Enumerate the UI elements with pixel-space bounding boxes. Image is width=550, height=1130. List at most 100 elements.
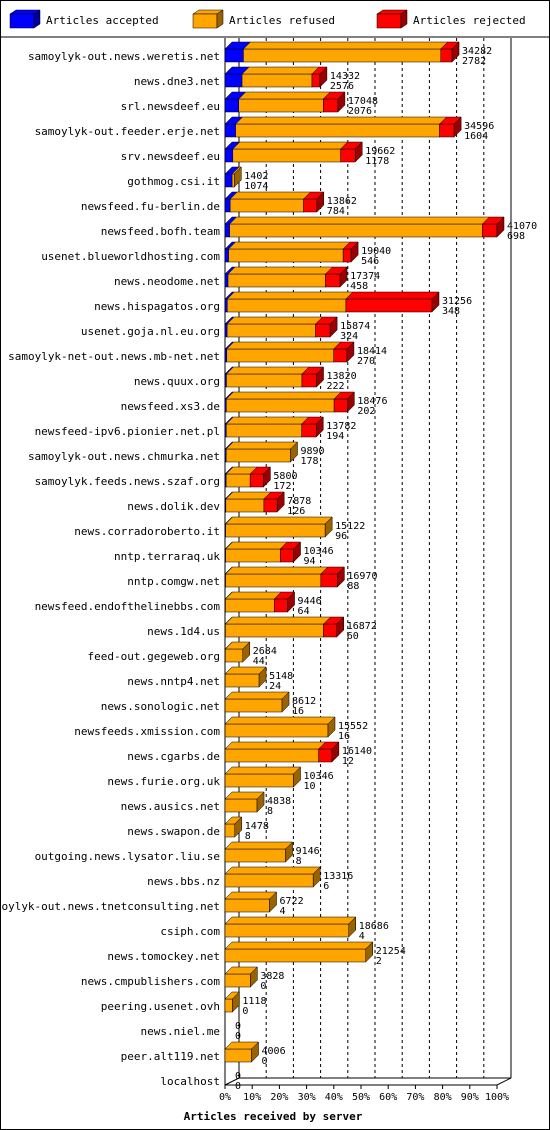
- bar-rejected: [301, 423, 317, 438]
- x-tick-label: 20%: [270, 1092, 288, 1103]
- accepted-label: 2782: [462, 56, 486, 67]
- bar-refused: [225, 448, 291, 463]
- bar-top: [224, 916, 357, 925]
- bar-row: samoylyk-out.news.tnetconsulting.net 6722…: [0, 891, 304, 917]
- bar-top: [224, 566, 329, 575]
- legend-item-refused: Articles refused: [192, 9, 335, 29]
- bar-refused: [225, 573, 322, 588]
- accepted-label: 126: [287, 506, 305, 517]
- bar-top: [225, 491, 272, 500]
- bar-accepted: [224, 248, 229, 263]
- accepted-label: 2076: [348, 106, 372, 117]
- total-label: 10346: [304, 771, 334, 782]
- bar-top: [225, 541, 288, 550]
- bar-refused: [231, 173, 235, 188]
- bar-refused: [226, 373, 303, 388]
- host-label: usenet.blueworldhosting.com: [41, 250, 220, 263]
- bar-top: [224, 691, 290, 700]
- accepted-label: 698: [507, 231, 525, 242]
- bar-refused: [225, 473, 251, 488]
- total-label: 0: [235, 1021, 241, 1032]
- bar-top: [241, 66, 320, 75]
- host-label: news.sonologic.net: [101, 700, 220, 713]
- bar-side: [269, 891, 277, 913]
- bar-side: [312, 866, 321, 888]
- x-tick-label: 40%: [325, 1092, 343, 1103]
- bar-side: [348, 916, 357, 938]
- bar-refused: [224, 673, 260, 688]
- bar-accepted: [224, 48, 244, 63]
- bar-refused: [224, 998, 233, 1013]
- bar-side: [316, 366, 324, 388]
- bar-top: [242, 41, 449, 50]
- bar-accepted: [224, 73, 243, 88]
- accepted-label: 8: [267, 806, 273, 817]
- bar-accepted: [224, 123, 236, 138]
- bar-refused: [225, 598, 275, 613]
- bar-side: [316, 191, 325, 213]
- bar-refused: [225, 623, 324, 638]
- host-label: news.bbs.nz: [147, 875, 220, 888]
- bar-row: localhost 00: [160, 1071, 241, 1092]
- total-label: 41070: [507, 221, 537, 232]
- bar-refused: [224, 1048, 252, 1063]
- bar-rejected: [323, 623, 337, 638]
- bar-side: [354, 141, 363, 163]
- x-tick-label: 30%: [298, 1092, 316, 1103]
- accepted-label: 10: [304, 781, 316, 792]
- bar-top: [228, 241, 351, 250]
- total-label: 13782: [326, 421, 356, 432]
- bar-side: [337, 91, 346, 113]
- total-label: 13862: [327, 196, 357, 207]
- bar-top: [226, 341, 342, 350]
- bar-refused: [224, 948, 367, 963]
- host-label: news.dne3.net: [134, 75, 220, 88]
- host-label: samoylyk-out.news.chmurka.net: [28, 450, 220, 463]
- bar-side: [453, 116, 462, 138]
- accepted-label: 324: [340, 331, 358, 342]
- accepted-label: 0: [260, 981, 266, 992]
- legend-item-rejected: Articles rejected: [376, 9, 526, 29]
- bar-accepted: [224, 273, 229, 288]
- total-label: 15874: [340, 321, 370, 332]
- x-tick-label: 0%: [219, 1092, 231, 1103]
- accepted-label: 8: [245, 831, 251, 842]
- bar-side: [339, 266, 348, 288]
- total-label: 31256: [442, 296, 472, 307]
- total-label: 17374: [350, 271, 380, 282]
- legend-label: Articles refused: [229, 14, 335, 27]
- host-label: gothmog.csi.it: [127, 175, 220, 188]
- host-label: news.furie.org.uk: [107, 775, 220, 788]
- bar-side: [327, 716, 336, 738]
- x-tick-label: 10%: [243, 1092, 261, 1103]
- host-label: news.corradoroberto.it: [74, 525, 220, 538]
- bar-side: [256, 791, 265, 813]
- accepted-label: 6: [323, 881, 329, 892]
- bar-side: [347, 391, 355, 413]
- bar-accepted: [224, 223, 230, 238]
- host-label: news.neodome.net: [114, 275, 220, 288]
- bar-side: [281, 691, 290, 713]
- bar-rejected: [342, 248, 352, 263]
- accepted-label: 64: [298, 606, 310, 617]
- accepted-label: 94: [304, 556, 316, 567]
- accepted-label: 16: [292, 706, 304, 717]
- bar-refused: [235, 123, 440, 138]
- bar-side: [319, 66, 328, 88]
- host-label: localhost: [160, 1075, 220, 1088]
- bar-side: [293, 541, 301, 563]
- total-label: 5800: [273, 471, 297, 482]
- x-tick-label: 50%: [352, 1092, 370, 1103]
- total-label: 4838: [267, 796, 291, 807]
- bar-top: [226, 316, 324, 325]
